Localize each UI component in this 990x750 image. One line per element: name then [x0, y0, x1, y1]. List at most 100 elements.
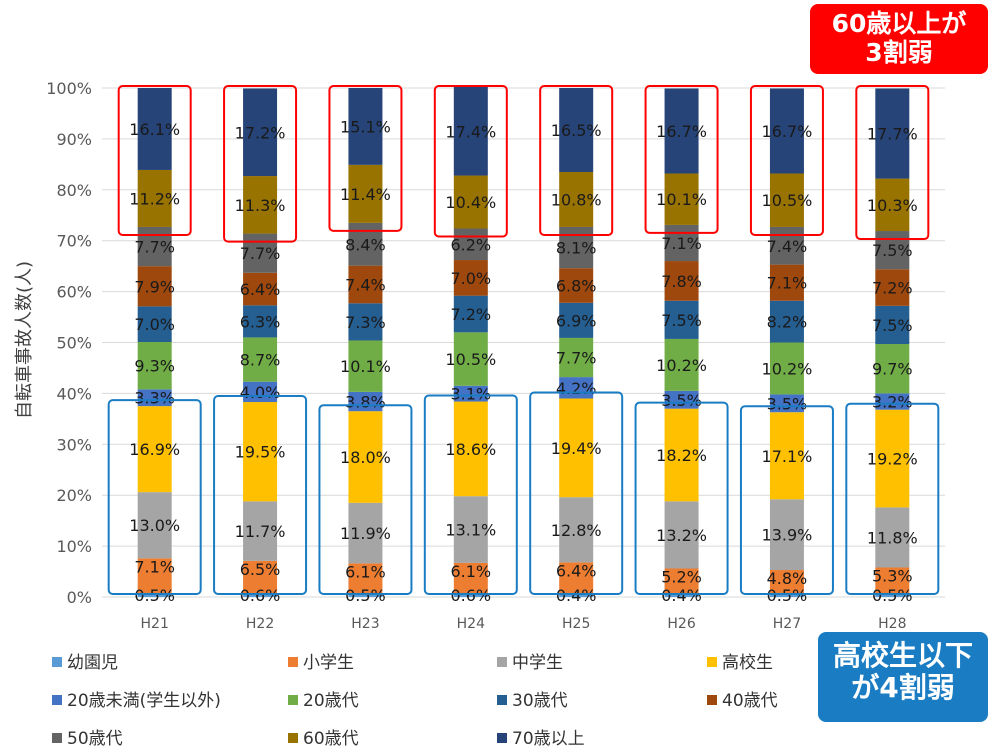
bar-segment	[769, 570, 804, 595]
data-label: 7.1%	[661, 234, 702, 253]
data-label: 7.4%	[767, 237, 808, 256]
bar-segment	[243, 176, 278, 234]
legend-swatch	[52, 657, 62, 667]
y-axis-label: 自転車事故人数(人)	[14, 261, 35, 419]
y-tick-label: 60%	[56, 283, 92, 302]
bar-segment	[559, 398, 594, 498]
bar-segment	[453, 260, 488, 296]
bars	[137, 86, 910, 597]
bar-segment	[875, 507, 910, 568]
data-label: 12.8%	[551, 521, 602, 540]
bar-segment	[559, 594, 594, 597]
x-tick-label: H24	[457, 616, 485, 632]
bar-segment	[453, 295, 488, 333]
data-label: 6.2%	[450, 235, 491, 254]
bar-segment	[875, 305, 910, 345]
data-label: 0.5%	[767, 586, 808, 605]
legend-swatch	[497, 657, 507, 667]
data-label: 7.7%	[556, 349, 597, 368]
bar-segment	[559, 226, 594, 269]
bar-segment	[664, 594, 699, 597]
legend-label: 30歳代	[512, 691, 568, 711]
bar-segment	[137, 169, 172, 227]
callout-60-plus-line1: 60歳以上が	[831, 9, 967, 38]
bar-segment	[664, 173, 699, 225]
bar-segment	[664, 224, 699, 262]
bar-segment	[875, 594, 910, 597]
bar-segment	[664, 261, 699, 301]
data-label: 6.5%	[240, 560, 281, 579]
data-label: 6.1%	[345, 562, 386, 581]
bar-segment	[348, 88, 383, 165]
bar-segment	[559, 268, 594, 303]
data-label: 10.5%	[445, 350, 496, 369]
bar-segment	[664, 88, 699, 174]
data-label: 8.2%	[767, 313, 808, 332]
bar-segment	[769, 173, 804, 227]
bar-segment	[559, 562, 594, 595]
bar-segment	[243, 501, 278, 561]
bar-segment	[453, 401, 488, 497]
bar-segment	[243, 88, 278, 177]
highlight-box-highschool	[845, 402, 940, 595]
legend-item: 中学生	[497, 648, 563, 673]
legend-swatch	[52, 733, 62, 743]
bar-segment	[664, 501, 699, 569]
x-tick-label: H22	[246, 616, 274, 632]
legend-label: 40歳代	[722, 691, 778, 711]
data-label: 15.1%	[340, 117, 391, 136]
highlight-box-highschool	[107, 399, 202, 595]
data-label: 4.2%	[556, 379, 597, 398]
legend-swatch	[288, 657, 298, 667]
data-label: 0.5%	[134, 586, 175, 605]
bar-segment	[137, 226, 172, 267]
bar-segment	[769, 264, 804, 301]
bar-segment	[559, 302, 594, 338]
data-label: 7.4%	[345, 275, 386, 294]
bar-segment	[453, 496, 488, 563]
y-tick-label: 70%	[56, 232, 92, 251]
bar-segment	[348, 164, 383, 223]
bar-segment	[137, 389, 172, 407]
bar-segment	[875, 409, 910, 508]
legend-swatch	[288, 733, 298, 743]
bar-segment	[453, 228, 488, 261]
legend-item: 20歳代	[288, 686, 359, 711]
x-tick-label: H28	[878, 616, 906, 632]
y-tick-label: 10%	[56, 537, 92, 556]
data-label: 7.5%	[872, 241, 913, 260]
bar-segment	[769, 342, 804, 395]
data-label: 16.9%	[129, 440, 180, 459]
bar-segment	[453, 175, 488, 229]
bar-segment	[664, 338, 699, 391]
data-label: 0.4%	[556, 586, 597, 605]
data-label: 17.7%	[867, 125, 918, 144]
data-label: 6.4%	[556, 561, 597, 580]
x-axis-ticks: H21 H22 H23 H24 H25 H26 H27 H28	[141, 616, 907, 632]
bar-segment	[875, 393, 910, 410]
legend-swatch	[497, 695, 507, 705]
data-label: 7.0%	[450, 269, 491, 288]
bar-segment	[769, 394, 804, 413]
bar-segment	[453, 385, 488, 402]
data-label: 10.4%	[445, 193, 496, 212]
data-label: 6.8%	[556, 276, 597, 295]
data-label: 11.4%	[340, 185, 391, 204]
bar-segment	[664, 408, 699, 502]
data-label: 6.9%	[556, 311, 597, 330]
bar-segment	[453, 593, 488, 597]
data-label: 8.1%	[556, 239, 597, 258]
data-label: 10.2%	[762, 359, 813, 378]
highlight-box-60plus	[433, 85, 508, 238]
data-label: 4.8%	[767, 569, 808, 588]
data-label: 7.7%	[134, 238, 175, 257]
bar-segment	[559, 497, 594, 563]
bar-segment	[348, 265, 383, 304]
bar-segment	[243, 272, 278, 306]
highlight-box-highschool	[634, 401, 729, 596]
bar-segment	[875, 231, 910, 270]
data-label: 8.7%	[240, 351, 281, 370]
data-label: 11.9%	[340, 524, 391, 543]
legend-swatch	[52, 695, 62, 705]
bar-segment	[348, 340, 383, 392]
